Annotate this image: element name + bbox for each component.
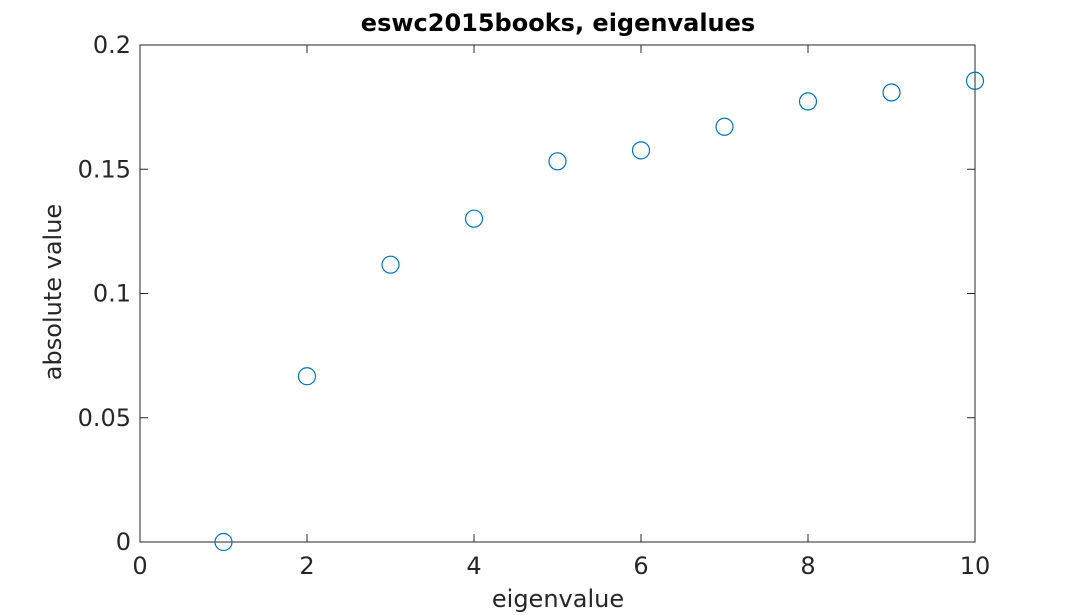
data-point — [715, 117, 734, 136]
data-points — [214, 71, 985, 552]
data-point — [798, 92, 818, 111]
y-tick-label: 0 — [116, 528, 131, 556]
x-tick-label: 8 — [800, 552, 815, 580]
x-tick-label: 0 — [132, 552, 147, 580]
x-axis-ticks: 0 2 4 6 8 10 — [132, 45, 990, 580]
data-point — [381, 255, 400, 274]
x-tick-label: 2 — [299, 552, 314, 580]
plot-area-frame — [139, 44, 976, 543]
y-tick-label: 0.2 — [93, 31, 131, 59]
x-axis-label: eigenvalue — [492, 585, 624, 613]
data-point — [965, 71, 985, 90]
data-point — [214, 532, 233, 552]
y-tick-label: 0.15 — [78, 155, 131, 183]
y-tick-label: 0.1 — [93, 280, 131, 308]
x-tick-label: 6 — [633, 552, 648, 580]
data-point — [464, 209, 484, 228]
y-tick-label: 0.05 — [78, 404, 131, 432]
chart-title: eswc2015books, eigenvalues — [361, 9, 755, 37]
data-point — [297, 367, 317, 386]
y-axis-ticks: 0 0.05 0.1 0.15 0.2 — [78, 31, 975, 556]
data-point — [882, 83, 901, 102]
data-point — [631, 141, 651, 160]
y-axis-label: absolute value — [39, 204, 67, 380]
data-point — [548, 152, 567, 171]
x-tick-label: 4 — [466, 552, 481, 580]
x-tick-label: 10 — [960, 552, 991, 580]
